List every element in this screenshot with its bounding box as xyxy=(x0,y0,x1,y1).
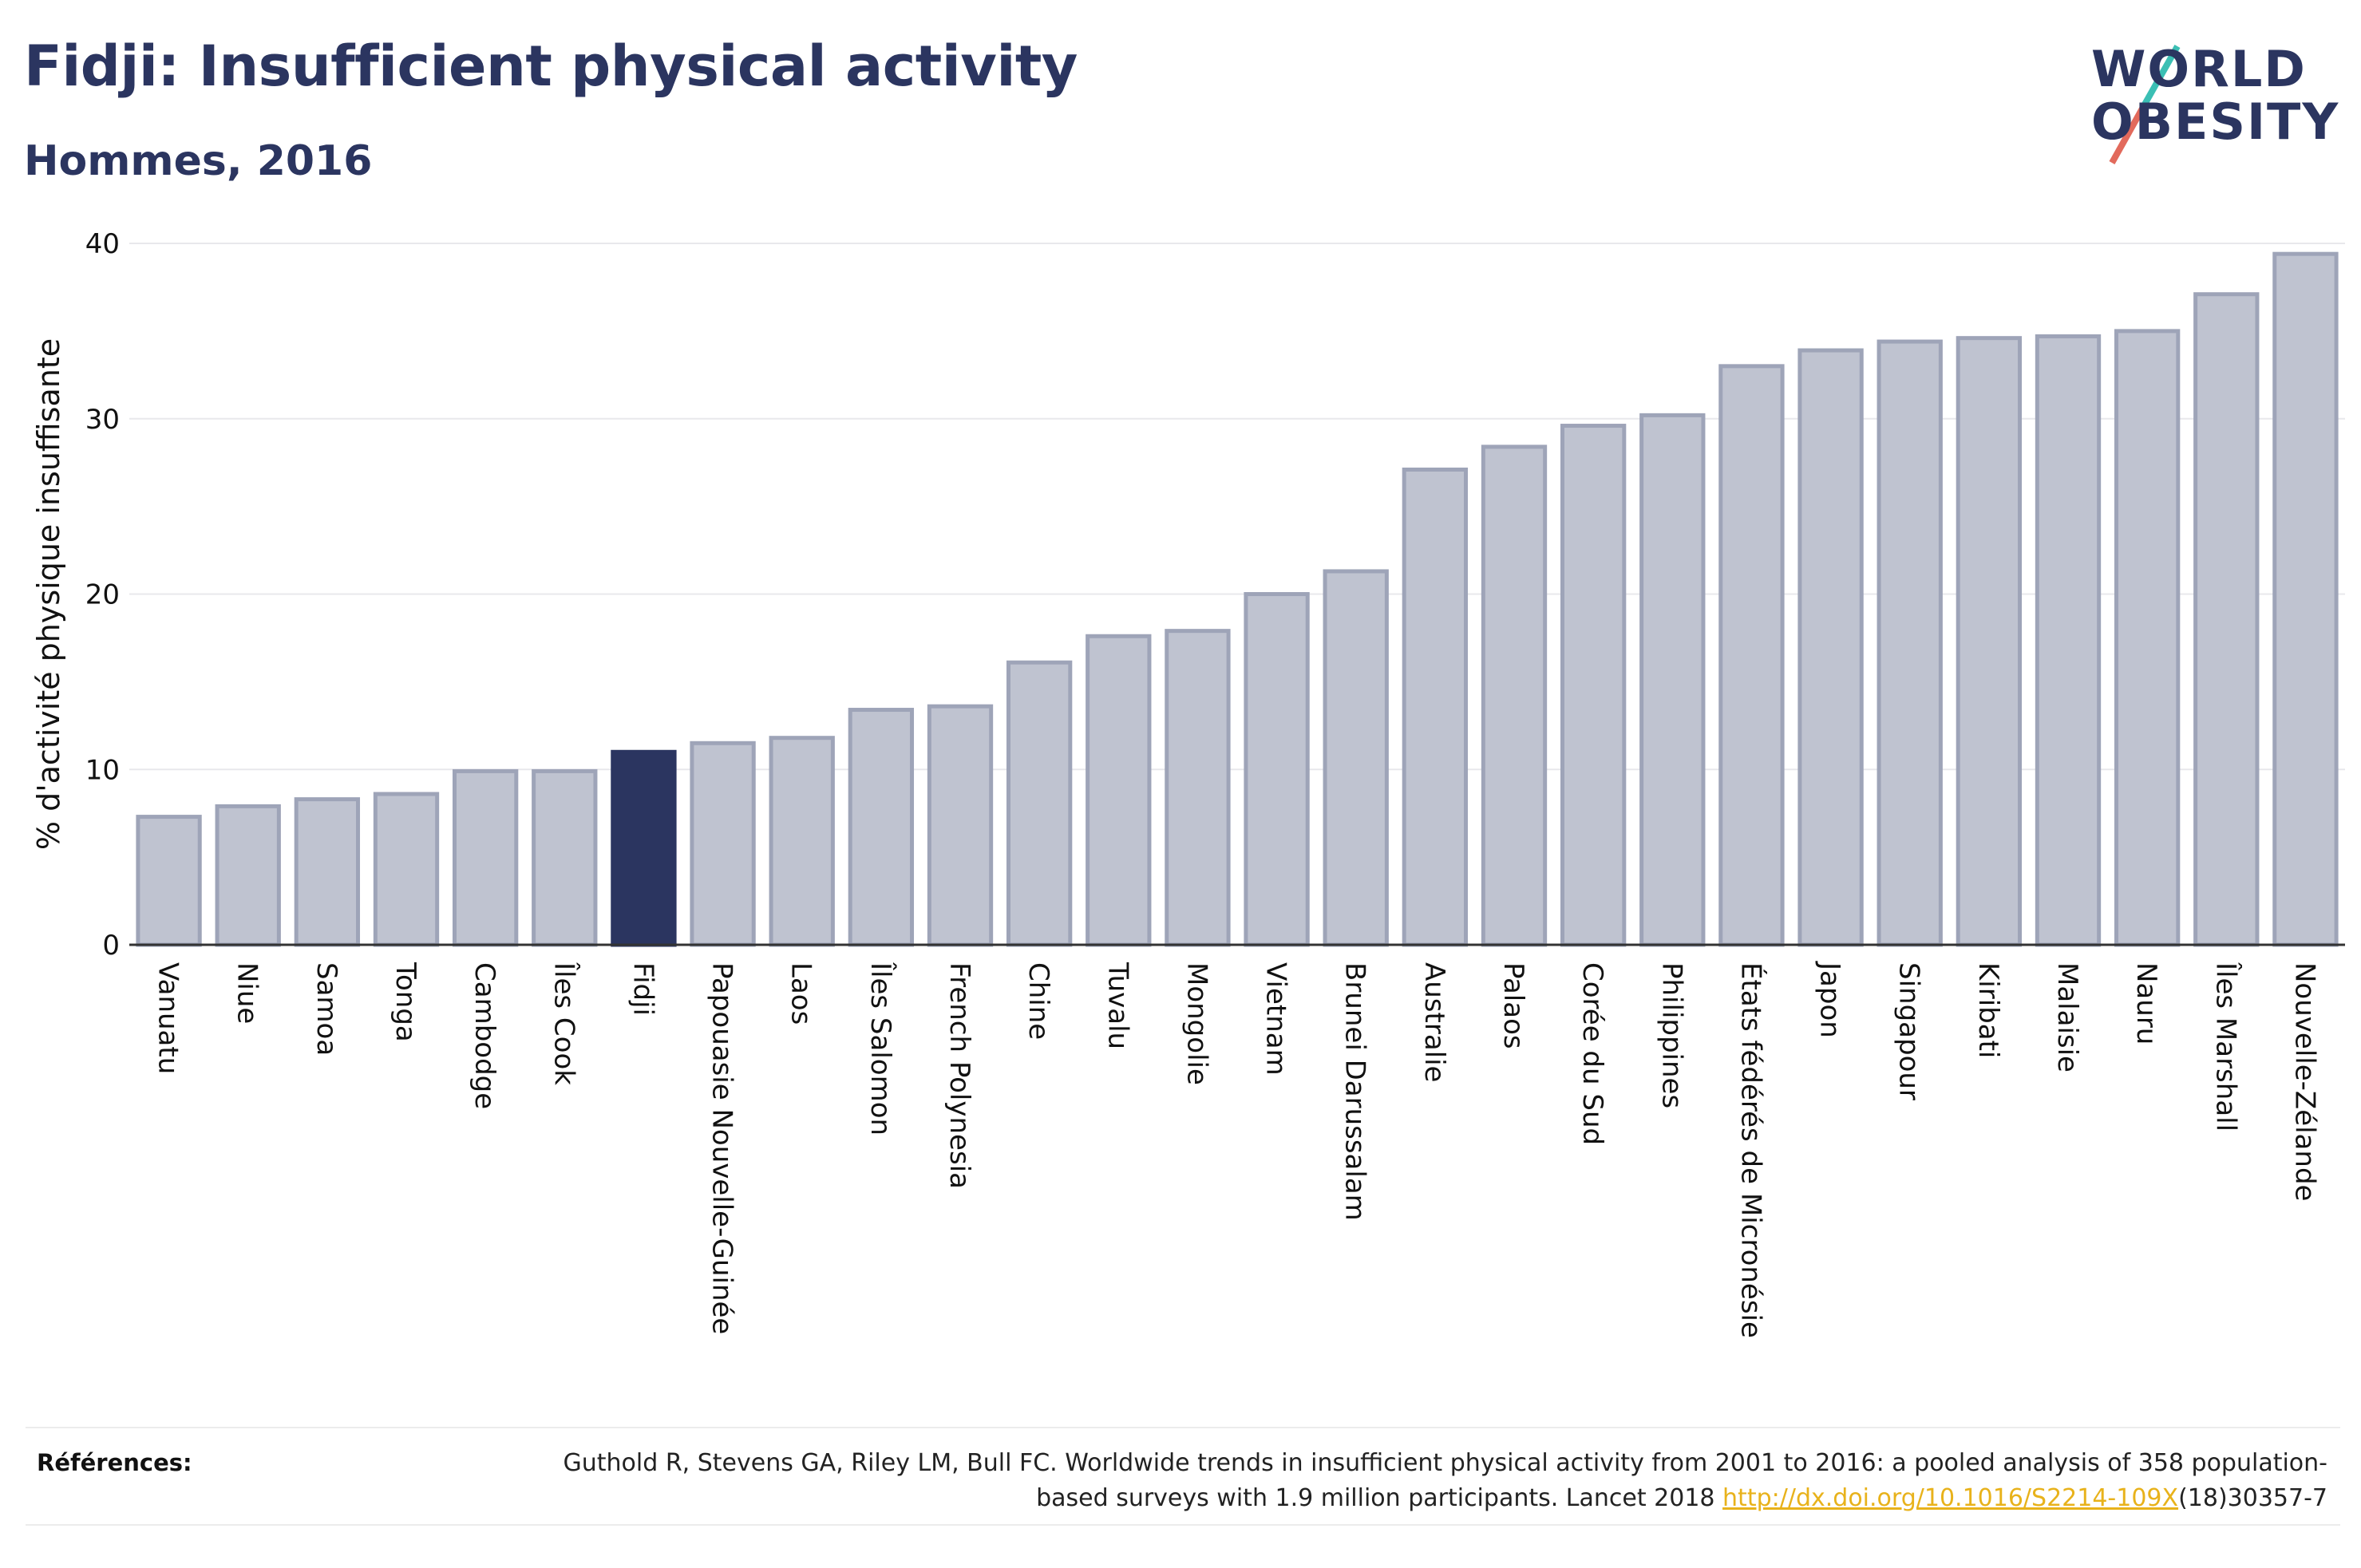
chart-subtitle: Hommes, 2016 xyxy=(24,137,373,185)
y-tick-label: 0 xyxy=(102,930,120,962)
bar--les-marshall xyxy=(2193,292,2260,947)
x-tick-label: Îles Marshall xyxy=(2209,962,2242,1132)
bar-kiribati xyxy=(1956,336,2023,947)
bar-fidji xyxy=(611,749,677,947)
reference-citation-suffix: (18)30357-7 xyxy=(2178,1483,2327,1512)
x-tick-label: Palaos xyxy=(1497,962,1529,1049)
reference-citation: Guthold R, Stevens GA, Riley LM, Bull FC… xyxy=(563,1449,2327,1512)
x-tick-label: Laos xyxy=(785,962,817,1025)
x-tick-label: Fidji xyxy=(627,962,658,1016)
y-axis-ticks: 0 10 20 30 40 xyxy=(85,228,120,962)
chart-title: Fidji: Insufficient physical activity xyxy=(24,34,1078,99)
bar-cambodge xyxy=(452,768,519,947)
bar-vietnam xyxy=(1244,592,1310,947)
bar-papouasie-nouvelle-guin-e xyxy=(690,741,756,947)
y-axis-label: % d'activité physique insuffisante xyxy=(31,338,66,850)
x-tick-label: Cambodge xyxy=(469,962,500,1109)
x-tick-label: Malaisie xyxy=(2051,962,2083,1072)
x-tick-label: Mongolie xyxy=(1180,962,1212,1085)
x-tick-label: Niue xyxy=(231,962,263,1024)
bar-chart: 0 10 20 30 40 Vanuatu Niue Samoa Tonga Cambodge Î… xyxy=(31,228,2345,1338)
x-tick-label: Australie xyxy=(1418,962,1450,1082)
bar-nouvelle-z-lande xyxy=(2272,251,2339,947)
bar-australie xyxy=(1402,467,1469,947)
bar-niue xyxy=(215,804,281,947)
x-tick-label: États fédérés de Micronésie xyxy=(1734,962,1767,1338)
x-tick-label: Tuvalu xyxy=(1101,962,1133,1049)
bar--les-salomon xyxy=(848,708,915,947)
bar-nauru xyxy=(2114,329,2181,947)
references-label: Références: xyxy=(37,1449,192,1476)
y-tick-label: 20 xyxy=(85,579,120,611)
bar-cor-e-du-sud xyxy=(1560,424,1627,947)
references-text: Guthold R, Stevens GA, Riley LM, Bull FC… xyxy=(492,1446,2327,1515)
bar-philippines xyxy=(1639,413,1706,947)
x-tick-label: Vietnam xyxy=(1260,962,1292,1076)
bar-tuvalu xyxy=(1086,634,1152,947)
bar-laos xyxy=(769,736,835,947)
y-tick-label: 10 xyxy=(85,754,120,786)
y-tick-label: 40 xyxy=(85,228,120,260)
x-tick-label: Papouasie Nouvelle-Guinée xyxy=(706,962,738,1334)
x-tick-label: French Polynesia xyxy=(943,962,975,1189)
x-tick-label: Îles Salomon xyxy=(864,962,897,1136)
x-tick-label: Samoa xyxy=(310,962,342,1056)
bar--les-cook xyxy=(532,768,598,947)
x-tick-label: Brunei Darussalam xyxy=(1339,962,1371,1221)
y-tick-label: 30 xyxy=(85,404,120,436)
bar-vanuatu xyxy=(136,815,202,947)
x-tick-label: Nouvelle-Zélande xyxy=(2288,962,2320,1201)
x-tick-label: Îles Cook xyxy=(548,962,580,1085)
bar-samoa xyxy=(294,797,361,947)
world-obesity-logo: WORLD OBESITY xyxy=(2075,38,2347,174)
bar-mongolie xyxy=(1165,629,1231,947)
logo-text-world: WORLD xyxy=(2091,40,2307,98)
bar-japon xyxy=(1797,348,1864,947)
logo-text-obesity: OBESITY xyxy=(2091,93,2340,151)
logo-slash-icon xyxy=(2109,45,2181,164)
bar-palaos xyxy=(1481,444,1548,947)
x-tick-label: Chine xyxy=(1022,962,1054,1040)
bar-tonga xyxy=(373,792,440,947)
x-tick-label: Japon xyxy=(1814,961,1846,1038)
reference-doi-link[interactable]: http://dx.doi.org/10.1016/S2214-109X xyxy=(1722,1483,2179,1512)
footer-divider-bottom xyxy=(26,1524,2340,1526)
x-tick-label: Philippines xyxy=(1655,962,1687,1108)
x-tick-label: Corée du Sud xyxy=(1576,962,1608,1145)
bar-malaisie xyxy=(2035,334,2102,947)
bar-chine xyxy=(1006,660,1073,947)
x-tick-label: Tonga xyxy=(390,962,421,1042)
bars xyxy=(136,251,2339,947)
x-tick-label: Vanuatu xyxy=(152,962,184,1074)
x-tick-label: Singapour xyxy=(1893,962,1925,1100)
bar-french-polynesia xyxy=(927,704,994,947)
footer-divider-top xyxy=(26,1427,2340,1428)
bar-singapour xyxy=(1877,339,1943,947)
x-tick-label: Kiribati xyxy=(1972,962,2004,1058)
bar--tats-f-d-r-s-de-micron-sie xyxy=(1718,364,1785,947)
x-tick-label: Nauru xyxy=(2130,962,2162,1045)
x-axis-ticks: Vanuatu Niue Samoa Tonga Cambodge Îles Cook Fi… xyxy=(152,961,2321,1338)
bar-brunei-darussalam xyxy=(1323,569,1389,947)
